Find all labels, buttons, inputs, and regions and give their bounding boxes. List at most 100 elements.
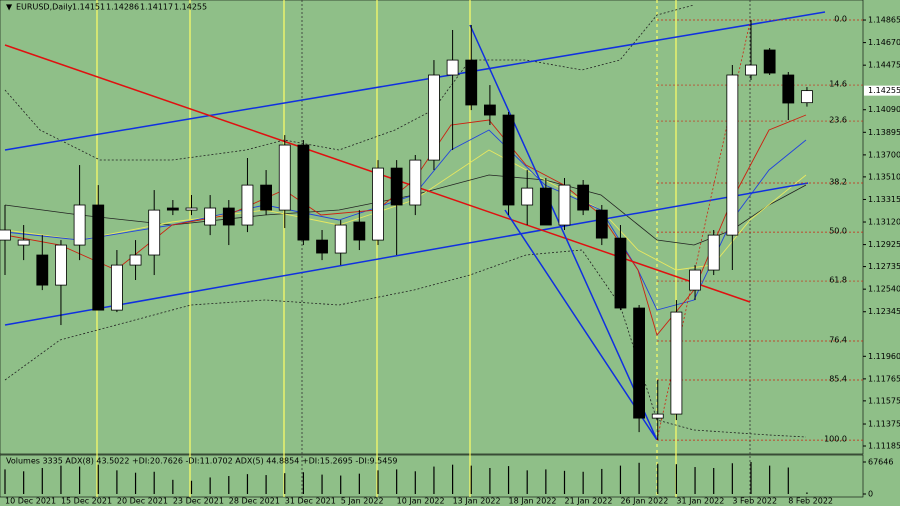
x-tick-label: 31 Dec 2021 (285, 497, 336, 506)
y-tick-label: 1.11765 (868, 374, 900, 383)
candle-body (763, 49, 776, 74)
fib-label: 14.6 (829, 80, 847, 89)
volume-pane (0, 454, 864, 498)
candle-body (577, 184, 590, 211)
candle-body (689, 269, 701, 291)
price-marker-label: 1.14255 (868, 86, 900, 95)
fib-label: 0.0 (834, 15, 847, 24)
header-open: 1.14151 (72, 3, 105, 12)
y-tick-label: 1.13315 (868, 195, 900, 204)
candle-body (297, 144, 310, 241)
x-tick-label: 3 Feb 2022 (732, 497, 777, 506)
x-tick-label: 10 Jan 2022 (397, 497, 445, 506)
candle-body (334, 224, 347, 254)
candle-body (185, 207, 198, 211)
y-tick-label: 1.11375 (868, 420, 900, 429)
x-tick-label: 23 Dec 2021 (173, 497, 224, 506)
moving-average-mid (4, 149, 807, 271)
trend-line (4, 182, 809, 326)
chart-title: EURUSD,Daily (16, 3, 73, 12)
y-tick-label: 1.12540 (868, 285, 900, 294)
bollinger-lower (4, 249, 807, 438)
y-tick-label: 1.14865 (868, 16, 900, 25)
y-tick-label: 1.14475 (868, 61, 900, 70)
candle-body (353, 221, 366, 241)
fib-label: 61.8 (829, 276, 847, 285)
candle-body (707, 234, 720, 271)
x-tick-label: 26 Jan 2022 (620, 497, 668, 506)
candle-body (651, 413, 664, 419)
bollinger-upper (4, 4, 695, 161)
candle-body (0, 229, 11, 241)
candle-body (614, 237, 627, 309)
x-tick-label: 31 Jan 2022 (676, 497, 724, 506)
y-tick-label: 1.12925 (868, 240, 900, 249)
x-tick-label: 10 Dec 2021 (5, 497, 56, 506)
candle-body (372, 167, 384, 241)
y-tick-label: 1.13510 (868, 172, 900, 181)
fib-label: 76.4 (829, 336, 847, 345)
fib-label: 38.2 (829, 178, 847, 187)
candle-body (801, 90, 813, 104)
candle-body (726, 74, 739, 236)
x-tick-label: 20 Dec 2021 (117, 497, 168, 506)
candle-body (521, 187, 534, 206)
y-tick-label: 1.11185 (868, 442, 900, 451)
candle-body (745, 64, 757, 76)
candle-body (316, 239, 328, 254)
candle-body (55, 244, 67, 286)
indicator-label: Volumes 3335 ADX(8) 43.5022 +DI:20.7626 … (6, 457, 398, 466)
x-tick-label: 5 Jan 2022 (341, 497, 384, 506)
candle-body (409, 159, 422, 206)
candle-body (446, 59, 459, 76)
x-tick-label: 28 Dec 2021 (229, 497, 280, 506)
candle-body (17, 239, 30, 246)
x-tick-label: 15 Dec 2021 (61, 497, 112, 506)
x-tick-label: 13 Jan 2022 (453, 497, 501, 506)
candle-body (782, 74, 795, 104)
candle-body (633, 307, 645, 419)
y2-tick-label: 67646 (868, 458, 893, 467)
x-tick-label: 21 Jan 2022 (565, 497, 613, 506)
candle-body (483, 104, 496, 116)
x-tick-label: 8 Feb 2022 (788, 497, 833, 506)
candle-body (204, 207, 217, 226)
candle-body (241, 184, 254, 226)
menu-arrow: ▼ (6, 3, 13, 12)
x-tick-label: 18 Jan 2022 (509, 497, 557, 506)
candle-body (465, 59, 478, 106)
candle-body (260, 184, 273, 211)
y2-tick-label: 0 (868, 490, 873, 499)
y-tick-label: 1.12735 (868, 262, 900, 271)
trend-line (4, 11, 826, 151)
y-tick-label: 1.14670 (868, 38, 900, 47)
fib-label: 23.6 (829, 116, 847, 125)
candle-body (390, 167, 403, 206)
candle-body (222, 207, 235, 226)
fib-label: 100.0 (824, 435, 847, 444)
fib-label: 85.4 (829, 375, 847, 384)
y-tick-label: 1.11960 (868, 352, 900, 361)
candle-body (129, 254, 142, 266)
candle-body (539, 187, 552, 226)
candle-body (73, 204, 86, 246)
y-tick-label: 1.13120 (868, 218, 900, 227)
candle-body (148, 209, 161, 256)
moving-average-fast (4, 114, 807, 336)
header-high: 1.14286 (106, 3, 139, 12)
header-low: 1.14117 (140, 3, 173, 12)
candle-body (428, 74, 440, 161)
y-tick-label: 1.14090 (868, 105, 900, 114)
candle-body (92, 204, 105, 311)
candle-body (502, 114, 515, 206)
y-tick-label: 1.13895 (868, 128, 900, 137)
candle-body (166, 207, 179, 211)
candle-body (278, 144, 291, 211)
candle-body (595, 209, 608, 239)
candle-body (558, 184, 571, 226)
candle-body (111, 264, 123, 311)
price-marker (864, 85, 900, 96)
fib-label: 50.0 (829, 227, 847, 236)
y-tick-label: 1.12345 (868, 307, 900, 316)
